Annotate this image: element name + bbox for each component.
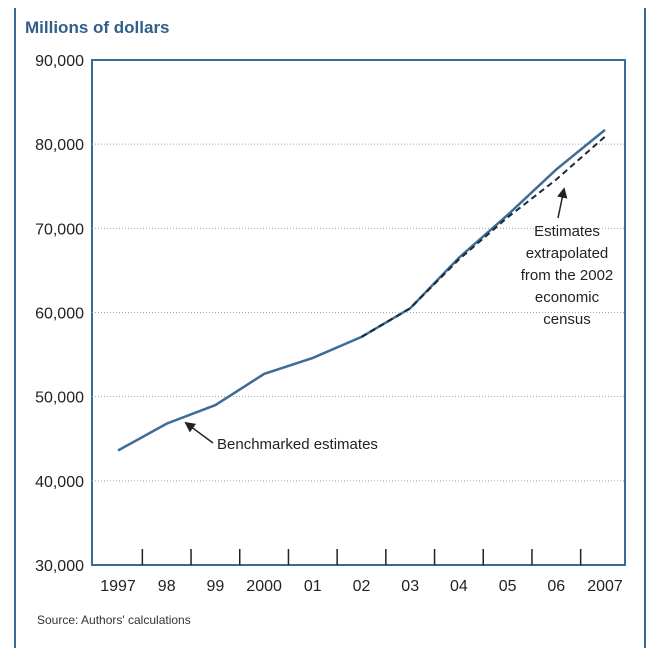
- annotation-extrapolated-line: extrapolated: [526, 245, 609, 262]
- y-tick-label: 40,000: [35, 474, 84, 491]
- annotation-extrapolated-line: Estimates: [534, 223, 600, 240]
- y-tick-label: 30,000: [35, 558, 84, 575]
- y-tick-label: 60,000: [35, 306, 84, 323]
- x-tick-label: 04: [450, 578, 468, 595]
- y-axis-title: Millions of dollars: [25, 18, 170, 37]
- x-tick-label: 2007: [587, 578, 623, 595]
- extrapolated-series-line: [360, 135, 606, 338]
- x-tick-label: 05: [499, 578, 517, 595]
- chart-frame: [14, 8, 646, 648]
- annotation-extrapolated-line: economic: [535, 289, 600, 306]
- x-tick-label: 98: [158, 578, 176, 595]
- annotation-extrapolated-line: census: [543, 311, 591, 328]
- x-tick-label: 99: [207, 578, 225, 595]
- x-tick-label: 03: [401, 578, 419, 595]
- annotation-arrow: [184, 421, 214, 444]
- annotation-arrow: [557, 187, 568, 219]
- y-tick-label: 50,000: [35, 390, 84, 407]
- y-tick-label: 70,000: [35, 221, 84, 238]
- annotation-benchmarked: Benchmarked estimates: [217, 436, 378, 453]
- x-tick-label: 2000: [246, 578, 282, 595]
- x-tick-label: 02: [353, 578, 371, 595]
- annotation-extrapolated-line: from the 2002: [521, 267, 614, 284]
- x-tick-label: 01: [304, 578, 322, 595]
- y-tick-label: 90,000: [35, 53, 84, 70]
- benchmarked-series-line: [117, 128, 606, 452]
- x-tick-label: 1997: [100, 578, 136, 595]
- source-note: Source: Authors' calculations: [37, 613, 191, 627]
- y-tick-label: 80,000: [35, 137, 84, 154]
- x-tick-label: 06: [547, 578, 565, 595]
